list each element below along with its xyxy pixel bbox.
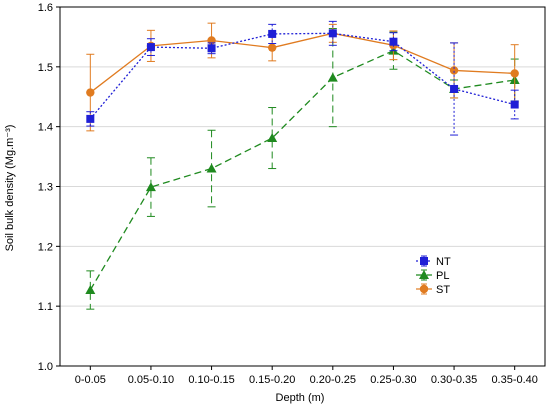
x-tick-label: 0.30-0.35 (431, 374, 477, 386)
data-point-pl (267, 133, 278, 143)
series-nt (86, 20, 519, 136)
x-tick-label: 0.35-0.40 (491, 374, 537, 386)
x-tick-label: 0.25-0.30 (370, 374, 416, 386)
data-point-st (86, 88, 95, 97)
data-point-st (449, 66, 459, 75)
legend-item-st: ST (416, 283, 450, 296)
y-axis-title: Soil bulk density (Mg.m⁻³) (4, 125, 16, 252)
data-point-pl (145, 182, 156, 192)
y-tick-label: 1.5 (38, 62, 53, 74)
data-point-nt (268, 29, 277, 38)
data-point-nt (86, 114, 95, 123)
legend: NT PL ST (416, 255, 451, 296)
x-tick-label: 0.15-0.20 (249, 374, 295, 386)
grid-lines (60, 6, 545, 367)
data-point-pl (327, 72, 338, 82)
legend-label-pl: PL (436, 270, 449, 282)
data-point-st (267, 43, 277, 52)
y-tick-label: 1.0 (38, 361, 53, 373)
data-point-pl (206, 163, 217, 173)
legend-label-st: ST (436, 284, 450, 296)
plot-frame (59, 6, 546, 367)
y-tick-label: 1.6 (38, 2, 53, 14)
legend-item-pl: PL (416, 269, 449, 282)
x-tick-label: 0.10-0.15 (188, 374, 234, 386)
x-tick-label: 0.20-0.25 (310, 374, 356, 386)
series-line-pl (89, 49, 515, 291)
series-layer (85, 20, 520, 310)
data-point-st (510, 69, 519, 78)
y-tick-label: 1.2 (38, 241, 53, 253)
series-line-nt (89, 32, 515, 120)
legend-marker-st (419, 284, 429, 294)
y-tick-label: 1.3 (38, 182, 53, 194)
data-point-nt (207, 44, 216, 53)
series-line-st (89, 32, 515, 94)
data-point-nt (389, 37, 398, 46)
x-axis-title: Depth (m) (276, 392, 325, 404)
legend-marker-nt (420, 257, 428, 265)
data-point-pl (85, 285, 96, 295)
legend-marker-pl (419, 270, 429, 279)
axes: 1.0 1.1 1.2 1.3 1.4 1.5 1.6 0-0.05 0.05-0.10 0.10… (38, 2, 546, 386)
legend-item-nt: NT (416, 255, 451, 268)
series-pl (85, 28, 520, 310)
data-point-nt (450, 84, 459, 93)
data-point-nt (510, 100, 519, 109)
y-tick-label: 1.1 (38, 301, 53, 313)
data-point-nt (146, 43, 155, 52)
x-tick-label: 0-0.05 (75, 374, 106, 386)
legend-label-nt: NT (436, 256, 451, 268)
y-tick-label: 1.4 (38, 122, 53, 134)
data-point-nt (328, 29, 337, 38)
x-tick-label: 0.05-0.10 (128, 374, 174, 386)
